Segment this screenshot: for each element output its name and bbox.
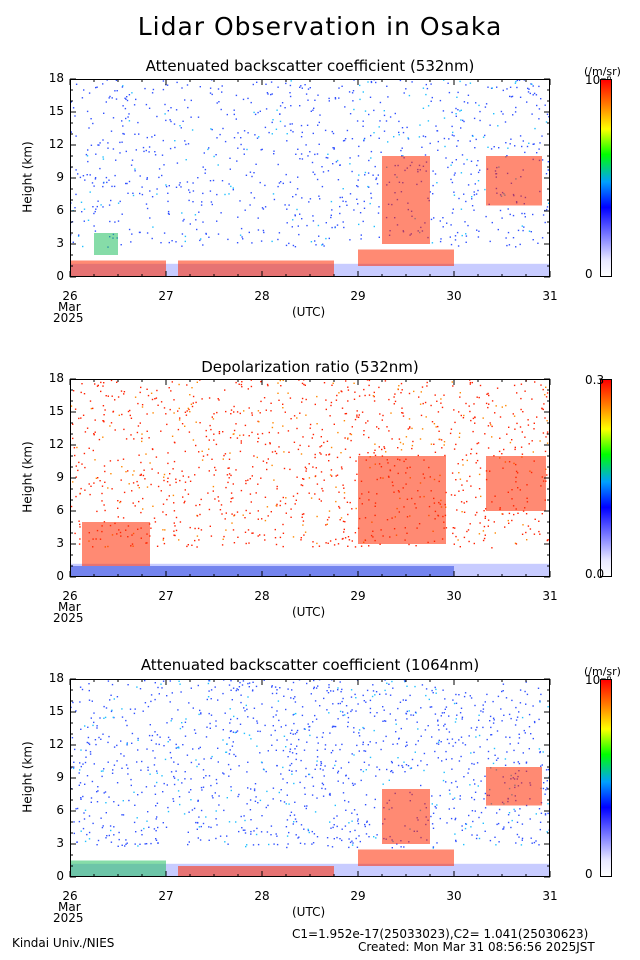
panel-2-colorbar (600, 379, 612, 577)
x-date-year: 2025 (53, 911, 84, 925)
feature-3 (486, 456, 546, 511)
colorbar-max-label: 10⁻⁶ (585, 673, 612, 687)
y-tick-label: 18 (48, 371, 64, 385)
feature-2 (358, 849, 454, 866)
x-date-month: Mar (58, 600, 81, 614)
y-tick-label: 15 (48, 104, 64, 118)
feature-2 (178, 260, 334, 277)
y-tick-label: 9 (56, 170, 64, 184)
y-tick-label: 15 (48, 404, 64, 418)
y-tick-label: 0 (56, 869, 64, 883)
x-tick-label: 28 (254, 889, 270, 903)
y-tick-label: 6 (56, 803, 64, 817)
x-tick-label: 30 (446, 889, 462, 903)
x-tick-label: 30 (446, 289, 462, 303)
colorbar-max-label: 10⁻⁶ (585, 73, 612, 87)
colorbar-min-label: 0 (585, 867, 593, 881)
y-tick-label: 18 (48, 71, 64, 85)
feature-1 (178, 866, 334, 877)
feature-3 (382, 789, 430, 844)
colorbar-unit: (/m/sr) (584, 65, 621, 78)
feature-4 (382, 156, 430, 244)
panel-3-colorbar (600, 679, 612, 877)
x-date-year: 2025 (53, 311, 84, 325)
x-date-month: Mar (58, 900, 81, 914)
feature-1 (94, 233, 118, 255)
colorbar-min-label: 0.0 (585, 567, 605, 581)
noise-layer (70, 679, 552, 849)
x-tick-label: 26 (62, 589, 78, 603)
y-tick-label: 3 (56, 236, 64, 250)
calibration-text: C1=1.952e-17(25033023),C2= 1.041(2503062… (292, 927, 589, 941)
x-tick-label: 31 (542, 289, 558, 303)
feature-5 (486, 156, 542, 206)
panel-1-colorbar (600, 79, 612, 277)
y-tick-label: 12 (48, 437, 64, 451)
x-tick-label: 26 (62, 289, 78, 303)
credit-text: Kindai Univ./NIES (12, 936, 115, 950)
y-tick-label: 6 (56, 203, 64, 217)
y-tick-label: 15 (48, 704, 64, 718)
x-axis-label: (UTC) (292, 605, 326, 619)
feature-4 (486, 767, 542, 806)
colorbar-unit: (/m/sr) (584, 665, 621, 678)
x-tick-label: 27 (158, 589, 174, 603)
x-tick-label: 27 (158, 289, 174, 303)
x-tick-label: 27 (158, 889, 174, 903)
x-tick-label: 26 (62, 889, 78, 903)
feature-2 (358, 456, 446, 544)
x-tick-label: 29 (350, 889, 366, 903)
y-tick-label: 3 (56, 536, 64, 550)
x-axis-label: (UTC) (292, 305, 326, 319)
panel-3-heatmap (70, 679, 552, 877)
x-tick-label: 29 (350, 589, 366, 603)
y-tick-label: 6 (56, 503, 64, 517)
x-tick-label: 31 (542, 889, 558, 903)
y-tick-label: 12 (48, 737, 64, 751)
y-tick-label: 9 (56, 470, 64, 484)
created-text: Created: Mon Mar 31 08:56:56 2025JST (358, 940, 595, 954)
panel-2-title: Depolarization ratio (532nm) (201, 358, 419, 376)
main-title: Lidar Observation in Osaka (137, 12, 503, 41)
y-tick-label: 9 (56, 770, 64, 784)
panel-3-title: Attenuated backscatter coefficient (1064… (140, 656, 480, 674)
x-tick-label: 28 (254, 289, 270, 303)
feature-0 (70, 260, 166, 277)
panel-1-title: Attenuated backscatter coefficient (532n… (145, 57, 475, 75)
x-date-month: Mar (58, 300, 81, 314)
feature-0 (82, 522, 150, 566)
x-date-year: 2025 (53, 611, 84, 625)
x-tick-label: 30 (446, 589, 462, 603)
y-tick-label: 3 (56, 836, 64, 850)
x-tick-label: 31 (542, 589, 558, 603)
y-tick-label: 0 (56, 569, 64, 583)
y-tick-label: 0 (56, 269, 64, 283)
y-tick-label: 18 (48, 671, 64, 685)
panel-1-heatmap (70, 79, 550, 277)
y-tick-label: 12 (48, 137, 64, 151)
feature-0 (70, 860, 166, 877)
x-axis-label: (UTC) (292, 905, 326, 919)
x-tick-label: 29 (350, 289, 366, 303)
x-tick-label: 28 (254, 589, 270, 603)
feature-3 (358, 249, 454, 266)
colorbar-max-label: 0.3 (585, 373, 605, 387)
colorbar-min-label: 0 (585, 267, 593, 281)
